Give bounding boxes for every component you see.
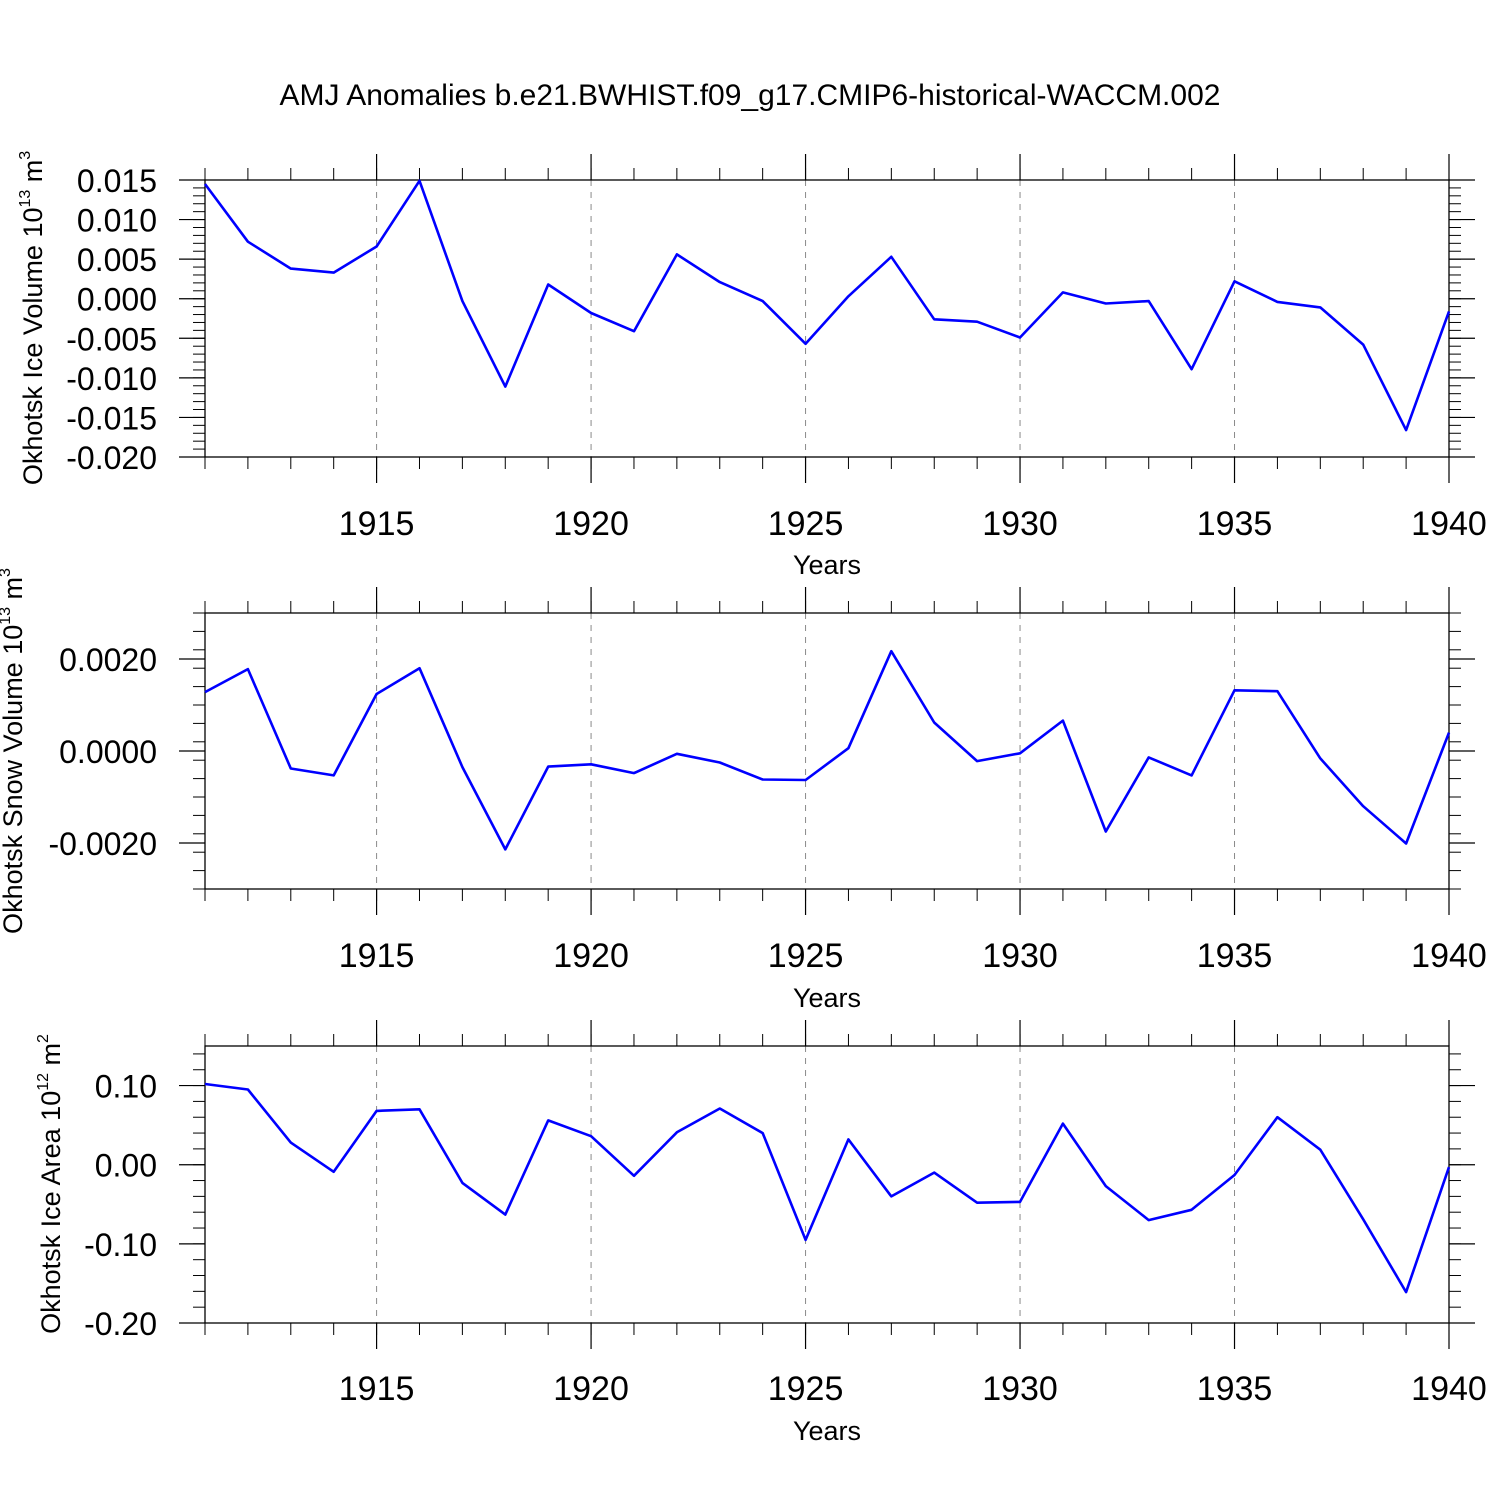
x-axis-label: Years xyxy=(793,1416,861,1446)
y-tick-label: -0.010 xyxy=(66,361,157,397)
plot-frame xyxy=(204,612,1450,890)
x-axis-label: Years xyxy=(793,983,861,1013)
x-tick-label: 1920 xyxy=(553,1370,629,1408)
x-tick-label: 1920 xyxy=(553,505,629,543)
y-tick-label: -0.0020 xyxy=(48,826,157,862)
figure-title: AMJ Anomalies b.e21.BWHIST.f09_g17.CMIP6… xyxy=(280,79,1221,112)
y-tick-label: -0.015 xyxy=(66,400,157,436)
x-tick-label: 1915 xyxy=(339,937,415,975)
y-tick-label: 0.005 xyxy=(77,242,157,278)
y-tick-label: -0.10 xyxy=(84,1227,157,1263)
x-axis-label: Years xyxy=(793,550,861,580)
x-tick-label: 1925 xyxy=(768,1370,844,1408)
y-tick-label: -0.005 xyxy=(66,321,157,357)
y-tick-label: 0.000 xyxy=(77,282,157,318)
y-axis-label: Okhotsk Ice Volume 1013 m3 xyxy=(17,151,48,485)
y-tick-label: 0.0000 xyxy=(59,734,157,770)
y-tick-label: -0.020 xyxy=(66,440,157,476)
x-tick-label: 1915 xyxy=(339,1370,415,1408)
x-tick-label: 1925 xyxy=(768,937,844,975)
x-tick-label: 1935 xyxy=(1197,505,1273,543)
x-tick-label: 1915 xyxy=(339,505,415,543)
x-tick-label: 1920 xyxy=(553,937,629,975)
plot-frame xyxy=(204,1045,1450,1324)
x-tick-label: 1930 xyxy=(982,1370,1058,1408)
y-tick-label: -0.20 xyxy=(84,1306,157,1342)
series-line xyxy=(204,1082,1451,1294)
y-tick-label: 0.00 xyxy=(95,1148,157,1184)
y-tick-label: 0.010 xyxy=(77,203,157,239)
y-axis-label: Okhotsk Ice Area 1012 m2 xyxy=(35,1034,66,1334)
x-tick-label: 1930 xyxy=(982,505,1058,543)
x-tick-label: 1940 xyxy=(1411,937,1487,975)
x-tick-label: 1935 xyxy=(1197,1370,1273,1408)
x-tick-label: 1940 xyxy=(1411,1370,1487,1408)
y-axis-label: Okhotsk Snow Volume 1013 m3 xyxy=(0,568,28,934)
x-tick-label: 1930 xyxy=(982,937,1058,975)
x-tick-label: 1925 xyxy=(768,505,844,543)
panel-2: 1915 1920 1925 1930 1935 1940 -0.0020 0.0000 0.0… xyxy=(0,568,1487,1013)
y-tick-label: 0.0020 xyxy=(59,642,157,678)
plot-frame xyxy=(204,179,1450,458)
series-line xyxy=(203,179,1451,432)
panel-1: 1915 1920 1925 1930 1935 1940-0.020-0.015-0.0… xyxy=(17,151,1487,580)
y-tick-label: 0.015 xyxy=(77,163,157,199)
x-tick-label: 1940 xyxy=(1411,505,1487,543)
series-line xyxy=(204,649,1451,851)
y-tick-label: 0.10 xyxy=(95,1069,157,1105)
panel-3: 1915 1920 1925 1930 1935 1940 -0.20 -0.10 0.00 0.… xyxy=(35,1020,1487,1446)
x-tick-label: 1935 xyxy=(1197,937,1273,975)
